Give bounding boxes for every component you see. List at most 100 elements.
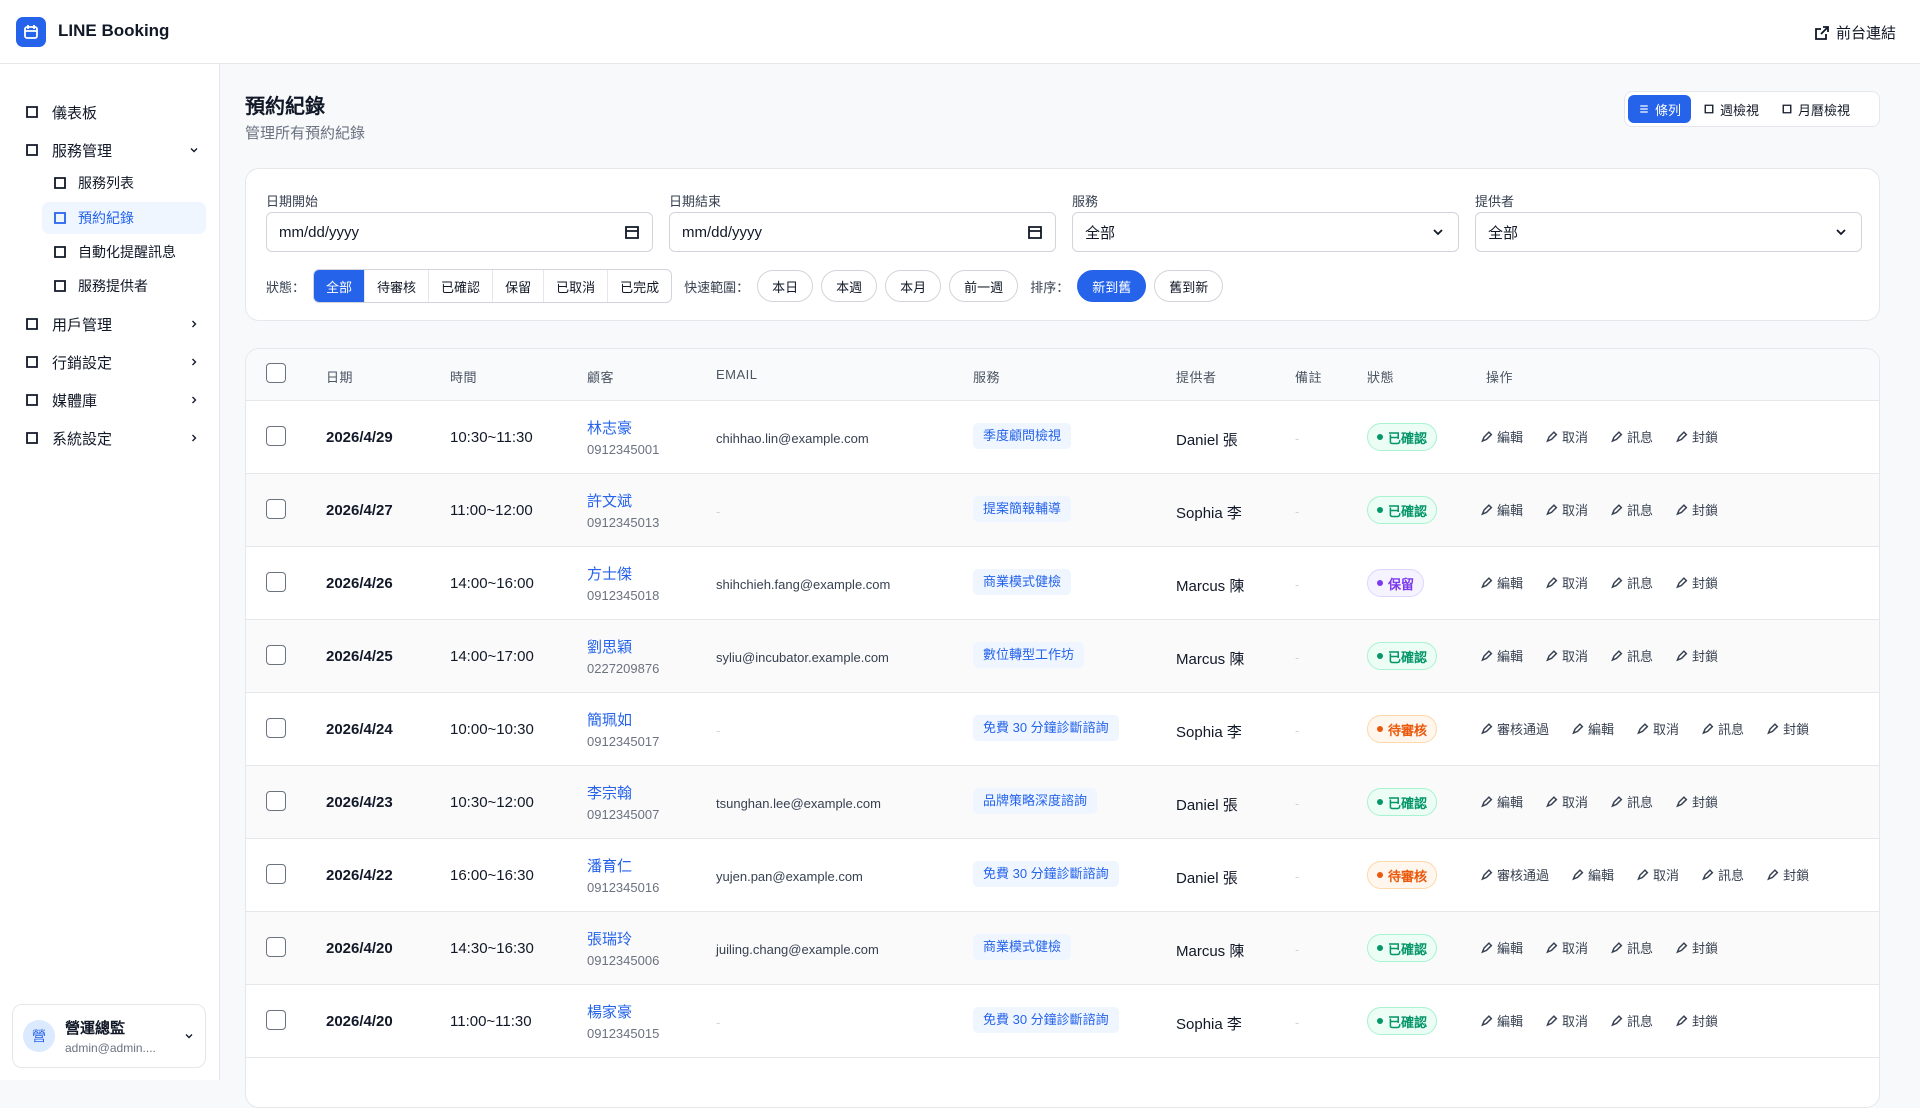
action-button[interactable]: 訊息 <box>1610 1011 1653 1030</box>
view-button[interactable]: 月曆檢視 <box>1771 95 1860 123</box>
nav-item[interactable]: 儀表板 <box>24 98 200 126</box>
customer-name[interactable]: 李宗翰 <box>587 785 633 802</box>
sort-chip[interactable]: 新到舊 <box>1077 270 1147 302</box>
action-button[interactable]: 取消 <box>1545 646 1588 665</box>
action-button[interactable]: 審核通過 <box>1480 865 1549 884</box>
action-button[interactable]: 訊息 <box>1610 938 1653 957</box>
row-checkbox[interactable] <box>266 572 286 592</box>
frontend-link-text[interactable]: 前台連結 <box>1835 25 1896 42</box>
action-label[interactable]: 取消 <box>1562 941 1589 956</box>
action-label[interactable]: 審核通過 <box>1497 868 1550 883</box>
action-button[interactable]: 封鎖 <box>1675 646 1718 665</box>
status-chip[interactable]: 已完成 <box>607 270 671 302</box>
nav-item[interactable]: 服務管理 <box>24 136 200 164</box>
action-label[interactable]: 封鎖 <box>1692 649 1719 664</box>
action-button[interactable]: 訊息 <box>1610 500 1653 519</box>
customer-name[interactable]: 潘育仁 <box>587 858 633 875</box>
frontend-link[interactable]: 前台連結 <box>1814 22 1896 43</box>
status-chip[interactable]: 已取消 <box>543 270 607 302</box>
action-label[interactable]: 訊息 <box>1718 868 1745 883</box>
action-button[interactable]: 編輯 <box>1480 573 1523 592</box>
action-button[interactable]: 編輯 <box>1571 719 1614 738</box>
action-button[interactable]: 編輯 <box>1480 938 1523 957</box>
row-checkbox[interactable] <box>266 1010 286 1030</box>
action-label[interactable]: 取消 <box>1562 576 1589 591</box>
action-label[interactable]: 編輯 <box>1497 576 1524 591</box>
row-checkbox[interactable] <box>266 426 286 446</box>
action-button[interactable]: 封鎖 <box>1675 427 1718 446</box>
action-label[interactable]: 編輯 <box>1497 503 1524 518</box>
action-button[interactable]: 封鎖 <box>1766 865 1809 884</box>
action-label[interactable]: 編輯 <box>1588 868 1615 883</box>
action-button[interactable]: 封鎖 <box>1675 1011 1718 1030</box>
nav-label[interactable]: 系統設定 <box>52 430 113 448</box>
customer-name[interactable]: 方士傑 <box>587 566 633 583</box>
action-label[interactable]: 訊息 <box>1627 430 1654 445</box>
action-label[interactable]: 封鎖 <box>1692 941 1719 956</box>
action-label[interactable]: 訊息 <box>1627 503 1654 518</box>
nav-label[interactable]: 服務管理 <box>52 142 113 160</box>
customer-name[interactable]: 許文斌 <box>587 493 633 510</box>
action-label[interactable]: 取消 <box>1562 1014 1589 1029</box>
action-label[interactable]: 訊息 <box>1627 576 1654 591</box>
quick-chip[interactable]: 本週 <box>821 270 878 302</box>
action-button[interactable]: 編輯 <box>1480 646 1523 665</box>
action-button[interactable]: 編輯 <box>1480 792 1523 811</box>
action-label[interactable]: 封鎖 <box>1692 503 1719 518</box>
row-checkbox[interactable] <box>266 864 286 884</box>
quick-chip[interactable]: 本日 <box>757 270 814 302</box>
view-label[interactable]: 條列 <box>1655 102 1682 118</box>
view-button[interactable]: 條列 <box>1628 95 1692 123</box>
action-button[interactable]: 編輯 <box>1480 427 1523 446</box>
action-label[interactable]: 封鎖 <box>1692 576 1719 591</box>
nav-item[interactable]: 用戶管理 <box>24 310 200 338</box>
action-label[interactable]: 編輯 <box>1497 649 1524 664</box>
filter-input[interactable]: 全部 <box>1475 212 1862 252</box>
view-label[interactable]: 月曆檢視 <box>1798 102 1851 118</box>
nav-sublabel[interactable]: 自動化提醒訊息 <box>78 244 176 260</box>
action-label[interactable]: 編輯 <box>1588 722 1615 737</box>
action-button[interactable]: 取消 <box>1545 938 1588 957</box>
customer-name[interactable]: 簡珮如 <box>587 712 633 729</box>
nav-sublabel[interactable]: 服務列表 <box>78 175 134 191</box>
action-button[interactable]: 取消 <box>1545 427 1588 446</box>
sort-chip[interactable]: 舊到新 <box>1154 270 1224 302</box>
action-label[interactable]: 編輯 <box>1497 430 1524 445</box>
nav-sublabel[interactable]: 預約紀錄 <box>78 210 134 226</box>
action-button[interactable]: 封鎖 <box>1675 792 1718 811</box>
action-label[interactable]: 封鎖 <box>1692 795 1719 810</box>
action-button[interactable]: 取消 <box>1545 573 1588 592</box>
nav-label[interactable]: 媒體庫 <box>52 392 98 410</box>
customer-name[interactable]: 楊家豪 <box>587 1004 633 1021</box>
status-chip[interactable]: 全部 <box>314 270 365 302</box>
action-button[interactable]: 取消 <box>1545 1011 1588 1030</box>
nav-subitem[interactable]: 服務列表 <box>42 167 206 199</box>
customer-name[interactable]: 張瑞玲 <box>587 931 633 948</box>
action-label[interactable]: 取消 <box>1562 503 1589 518</box>
nav-label[interactable]: 行銷設定 <box>52 354 113 372</box>
action-button[interactable]: 訊息 <box>1610 646 1653 665</box>
action-label[interactable]: 編輯 <box>1497 941 1524 956</box>
action-label[interactable]: 審核通過 <box>1497 722 1550 737</box>
filter-value[interactable]: 全部 <box>1488 224 1519 242</box>
action-button[interactable]: 取消 <box>1545 792 1588 811</box>
action-button[interactable]: 封鎖 <box>1675 938 1718 957</box>
select-all-checkbox[interactable] <box>266 363 286 383</box>
status-chip[interactable]: 待審核 <box>364 270 428 302</box>
filter-value[interactable]: 全部 <box>1085 224 1116 242</box>
filter-input[interactable]: mm/dd/yyyy <box>669 212 1056 252</box>
view-button[interactable]: 週檢視 <box>1693 95 1769 123</box>
action-label[interactable]: 取消 <box>1653 868 1680 883</box>
action-button[interactable]: 編輯 <box>1571 865 1614 884</box>
action-button[interactable]: 封鎖 <box>1675 500 1718 519</box>
status-chip[interactable]: 已確認 <box>428 270 492 302</box>
status-chip[interactable]: 保留 <box>492 270 543 302</box>
action-button[interactable]: 取消 <box>1636 865 1679 884</box>
action-button[interactable]: 取消 <box>1545 500 1588 519</box>
action-button[interactable]: 訊息 <box>1610 792 1653 811</box>
filter-value[interactable]: mm/dd/yyyy <box>682 223 763 241</box>
action-label[interactable]: 編輯 <box>1497 1014 1524 1029</box>
action-label[interactable]: 封鎖 <box>1692 1014 1719 1029</box>
customer-name[interactable]: 林志豪 <box>587 420 633 437</box>
nav-label[interactable]: 儀表板 <box>52 104 98 122</box>
